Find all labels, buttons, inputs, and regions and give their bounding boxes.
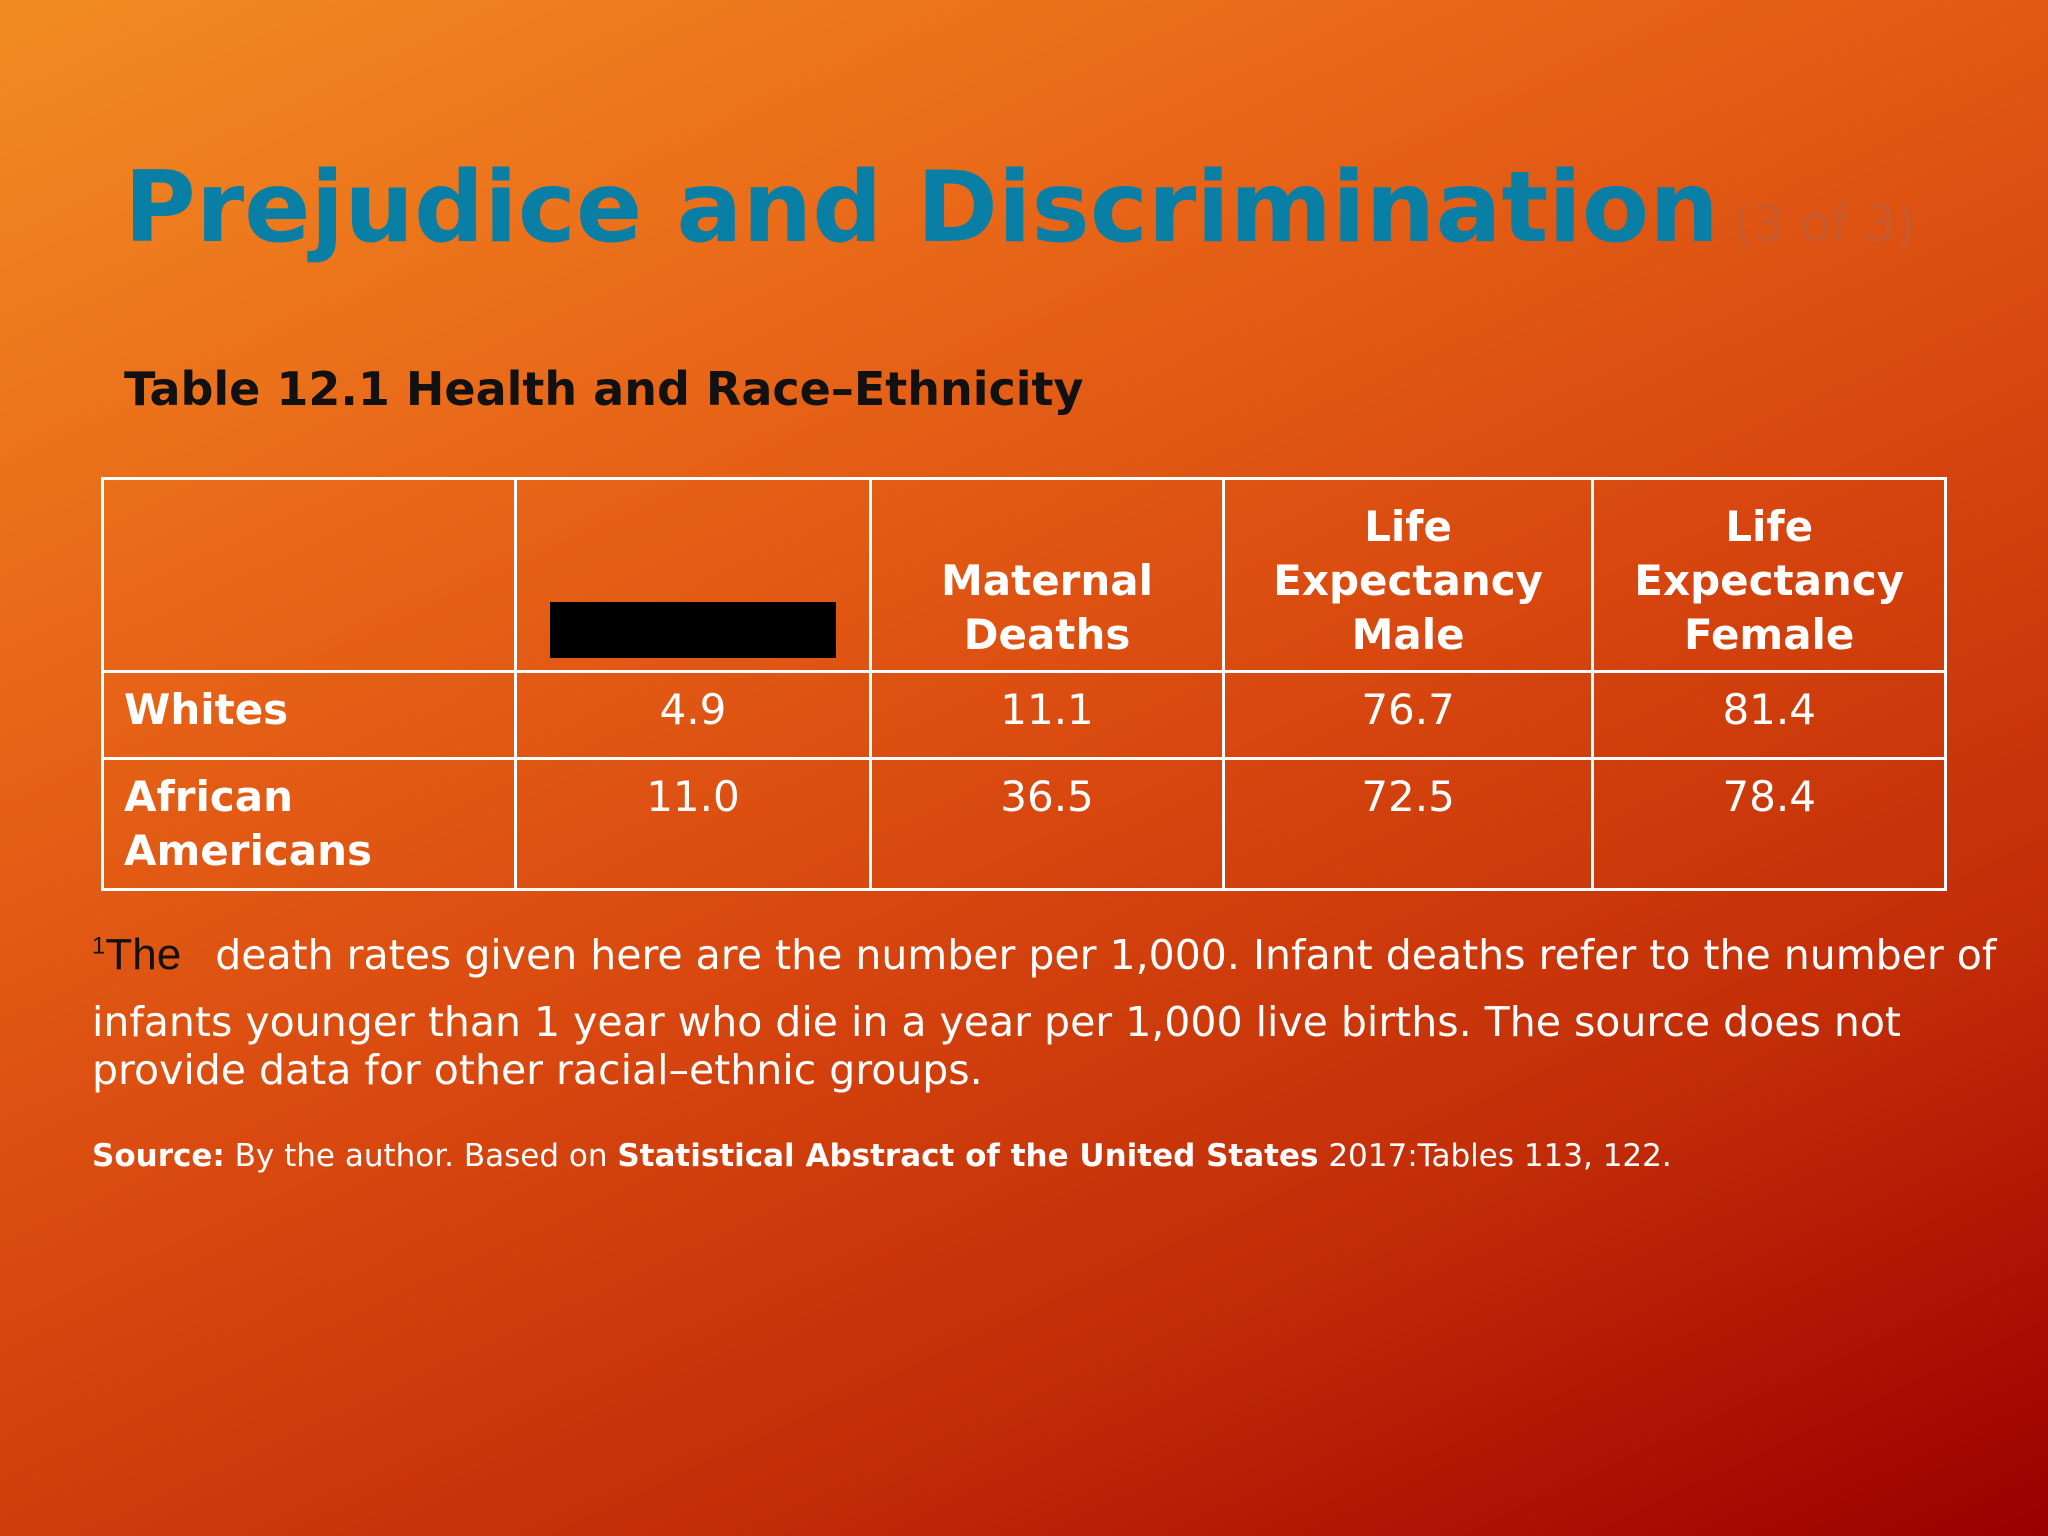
table-row-whites: Whites 4.9 11.1 76.7 81.4 (101, 670, 1947, 760)
cell-aa-life-female: 78.4 (1591, 757, 1947, 891)
cell-whites-maternal-deaths: 11.1 (869, 670, 1225, 760)
source-text1: By the author. Based on (234, 1138, 608, 1174)
footnote: 1The death rates given here are the numbe… (92, 930, 1996, 1094)
table-caption: Table 12.1 Health and Race–Ethnicity (124, 362, 1084, 416)
cell-whites-life-male: 76.7 (1221, 670, 1595, 760)
source-text2: 2017:Tables 113, 122. (1328, 1138, 1672, 1174)
cell-aa-maternal-deaths: 36.5 (869, 757, 1225, 891)
row-label-african-americans: African Americans (101, 757, 517, 891)
source-line: Source: By the author. Based on Statisti… (92, 1138, 1672, 1174)
header-life-expectancy-male: Life Expectancy Male (1221, 477, 1595, 673)
health-race-table: Maternal Deaths Life Expectancy Male Lif… (101, 477, 1947, 891)
footnote-rest: infants younger than 1 year who die in a… (92, 998, 1902, 1094)
header-empty-cell (101, 477, 517, 673)
slide-subtitle: (3 of 3) (1733, 195, 1916, 253)
footnote-line1: 1The death rates given here are the numbe… (92, 930, 1996, 980)
header-redacted-cell (513, 477, 873, 673)
table-header-row: Maternal Deaths Life Expectancy Male Lif… (101, 477, 1947, 673)
header-maternal-deaths: Maternal Deaths (869, 477, 1225, 673)
cell-whites-col1: 4.9 (513, 670, 873, 760)
cell-aa-life-male: 72.5 (1221, 757, 1595, 891)
slide-title: Prejudice and Discrimination (3 of 3) (124, 150, 1916, 268)
footnote-line1-text: death rates given here are the number pe… (215, 931, 1997, 979)
source-publication: Statistical Abstract of the United State… (617, 1138, 1319, 1174)
footnote-marker: 1The (92, 930, 181, 979)
redaction-block (549, 602, 836, 658)
header-life-expectancy-female: Life Expectancy Female (1591, 477, 1947, 673)
table-row-african-americans: African Americans 11.0 36.5 72.5 78.4 (101, 757, 1947, 891)
footnote-marker-number: 1 (92, 932, 106, 960)
slide-title-text: Prejudice and Discrimination (124, 151, 1719, 265)
footnote-marker-word: The (105, 930, 182, 979)
cell-aa-col1: 11.0 (513, 757, 873, 891)
row-label-whites: Whites (101, 670, 517, 760)
source-label: Source: (92, 1138, 225, 1174)
cell-whites-life-female: 81.4 (1591, 670, 1947, 760)
